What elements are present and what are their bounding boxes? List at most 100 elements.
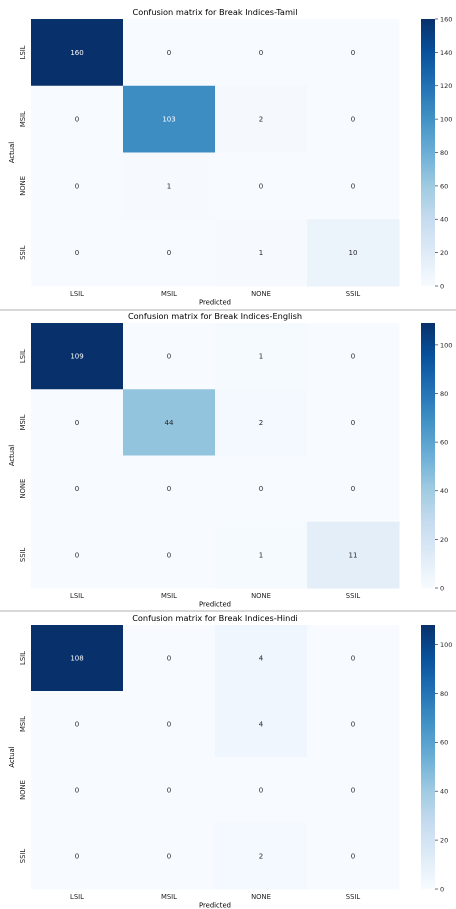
cell-value-label: 0 bbox=[351, 655, 355, 663]
colorbar-tick-label: 20 bbox=[440, 249, 448, 257]
cell-value-label: 0 bbox=[167, 787, 171, 795]
colorbar-tick-label: 120 bbox=[440, 82, 452, 90]
colorbar-tick-label: 20 bbox=[440, 837, 448, 845]
heatmap-cell bbox=[123, 455, 216, 523]
heatmap-cell bbox=[307, 85, 400, 153]
heatmap-cell bbox=[215, 219, 308, 287]
cell-value-label: 2 bbox=[259, 419, 263, 427]
cell-value-label: 0 bbox=[75, 485, 79, 493]
y-axis-label: Actual bbox=[8, 746, 16, 767]
x-tick-label: LSIL bbox=[70, 893, 84, 901]
heatmap-cell bbox=[215, 625, 308, 692]
heatmap-cell bbox=[31, 521, 124, 589]
cell-value-label: 0 bbox=[75, 182, 79, 190]
cell-value-label: 0 bbox=[351, 182, 355, 190]
heatmap-cell bbox=[31, 455, 124, 523]
heatmap-cell bbox=[31, 823, 124, 890]
heatmap-cell bbox=[307, 625, 400, 692]
y-tick-label: SSIL bbox=[19, 245, 27, 260]
x-axis-label: Predicted bbox=[199, 299, 231, 307]
x-tick-label: SSIL bbox=[346, 592, 361, 600]
cell-value-label: 0 bbox=[259, 49, 263, 57]
heatmap-cell bbox=[215, 323, 308, 390]
cell-value-label: 0 bbox=[259, 787, 263, 795]
heatmap-cell bbox=[307, 152, 400, 220]
colorbar bbox=[421, 19, 435, 286]
heatmap-cell bbox=[123, 19, 216, 87]
y-axis-label: Actual bbox=[8, 445, 16, 466]
colorbar-tick-label: 60 bbox=[440, 439, 448, 447]
y-axis-label: Actual bbox=[8, 142, 16, 163]
colorbar-tick-label: 100 bbox=[440, 116, 452, 124]
cell-value-label: 10 bbox=[349, 249, 358, 257]
colorbar-tick-label: 20 bbox=[440, 536, 448, 544]
x-axis-label: Predicted bbox=[199, 601, 231, 609]
x-tick-label: NONE bbox=[251, 592, 271, 600]
cell-value-label: 1 bbox=[259, 353, 263, 361]
y-tick-label: MSIL bbox=[19, 111, 27, 127]
colorbar-tick-label: 80 bbox=[440, 690, 448, 698]
heatmap-cell bbox=[123, 85, 216, 153]
heatmap-cell bbox=[31, 691, 124, 758]
heatmap-cell bbox=[215, 757, 308, 824]
heatmap-cell bbox=[31, 757, 124, 824]
heatmap-cell bbox=[307, 455, 400, 523]
colorbar-tick-label: 160 bbox=[440, 15, 452, 23]
heatmap-cell bbox=[123, 389, 216, 456]
heatmap-cell bbox=[307, 389, 400, 456]
colorbar-tick-label: 0 bbox=[440, 584, 444, 592]
heatmap-panel-1: Confusion matrix for Break Indices-Engli… bbox=[0, 311, 456, 612]
cell-value-label: 0 bbox=[167, 853, 171, 861]
x-tick-label: NONE bbox=[251, 290, 271, 298]
heatmap-cell bbox=[123, 691, 216, 758]
heatmap-panel-0: Confusion matrix for Break Indices-Tamil… bbox=[0, 7, 456, 311]
chart-title: Confusion matrix for Break Indices-Engli… bbox=[128, 311, 302, 321]
heatmap-cell bbox=[31, 625, 124, 692]
colorbar-tick-label: 0 bbox=[440, 282, 444, 290]
heatmap-cell bbox=[31, 85, 124, 153]
heatmap-cell bbox=[123, 757, 216, 824]
colorbar bbox=[421, 625, 435, 889]
cell-value-label: 0 bbox=[75, 419, 79, 427]
heatmap-cell bbox=[123, 152, 216, 220]
heatmap-cell bbox=[123, 625, 216, 692]
cell-value-label: 11 bbox=[349, 551, 358, 559]
heatmap-cell bbox=[123, 219, 216, 287]
cell-value-label: 0 bbox=[167, 551, 171, 559]
cell-value-label: 0 bbox=[167, 655, 171, 663]
cell-value-label: 4 bbox=[259, 655, 264, 663]
cell-value-label: 1 bbox=[167, 182, 171, 190]
cell-value-label: 0 bbox=[351, 485, 355, 493]
y-tick-label: NONE bbox=[19, 479, 27, 499]
cell-value-label: 0 bbox=[75, 721, 79, 729]
cell-value-label: 1 bbox=[259, 249, 263, 257]
cell-value-label: 0 bbox=[351, 116, 355, 124]
colorbar-tick-label: 80 bbox=[440, 149, 448, 157]
colorbar-tick-label: 100 bbox=[440, 641, 452, 649]
cell-value-label: 0 bbox=[75, 116, 79, 124]
x-tick-label: SSIL bbox=[346, 893, 361, 901]
heatmap-cell bbox=[307, 823, 400, 890]
x-tick-label: MSIL bbox=[161, 592, 177, 600]
heatmap-cell bbox=[215, 823, 308, 890]
y-tick-label: SSIL bbox=[19, 849, 27, 864]
y-tick-label: SSIL bbox=[19, 547, 27, 562]
colorbar-tick-label: 0 bbox=[440, 885, 444, 893]
x-tick-label: MSIL bbox=[161, 893, 177, 901]
heatmap-cell bbox=[215, 455, 308, 523]
heatmap-cell bbox=[123, 823, 216, 890]
colorbar-tick-label: 100 bbox=[440, 341, 452, 349]
cell-value-label: 2 bbox=[259, 853, 263, 861]
heatmap-cell bbox=[31, 389, 124, 456]
chart-title: Confusion matrix for Break Indices-Hindi bbox=[132, 613, 298, 623]
cell-value-label: 109 bbox=[70, 353, 83, 361]
cell-value-label: 108 bbox=[70, 655, 83, 663]
colorbar-tick-label: 40 bbox=[440, 216, 448, 224]
x-tick-label: LSIL bbox=[70, 290, 84, 298]
cell-value-label: 0 bbox=[351, 353, 355, 361]
cell-value-label: 0 bbox=[167, 49, 171, 57]
cell-value-label: 1 bbox=[259, 551, 263, 559]
cell-value-label: 0 bbox=[167, 249, 171, 257]
y-tick-label: LSIL bbox=[19, 349, 27, 363]
